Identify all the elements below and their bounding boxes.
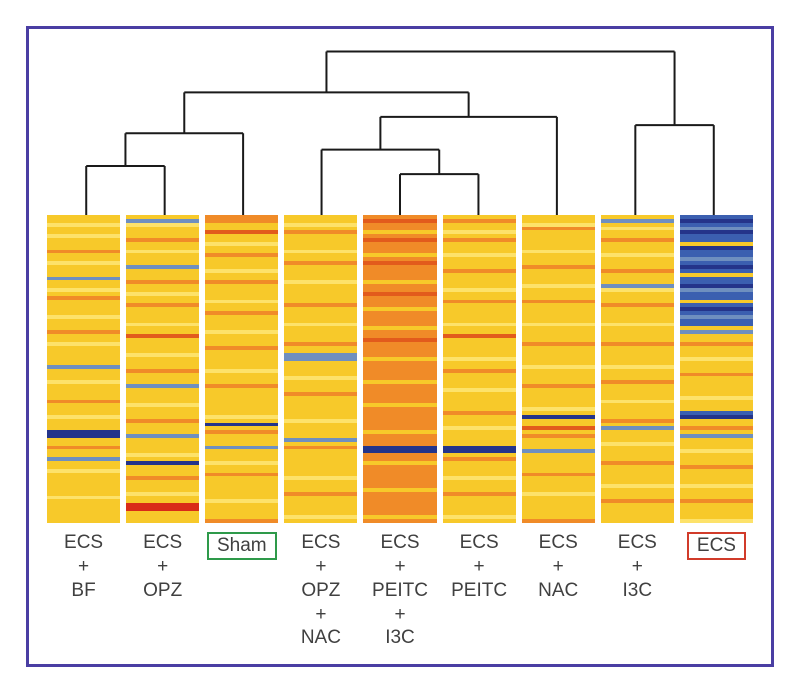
label-text: ECS	[301, 532, 340, 554]
label-text: +	[157, 556, 168, 578]
figure-panel: ECS+BFECS+OPZShamECS+OPZ+NACECS+PEITC+I3…	[26, 26, 774, 667]
heatmap-stripes	[284, 215, 357, 522]
label-text: Sham	[207, 532, 277, 560]
column-label-ecs_opz_nac: ECS+OPZ+NAC	[284, 532, 357, 652]
heatmap-row	[47, 215, 753, 522]
label-text: +	[78, 556, 89, 578]
label-text: +	[394, 556, 405, 578]
column-label-ecs_peitc_i3c: ECS+PEITC+I3C	[363, 532, 436, 652]
column-label-ecs_i3c: ECS+I3C	[601, 532, 674, 652]
label-text: +	[474, 556, 485, 578]
column-label-ecs_bf: ECS+BF	[47, 532, 120, 652]
heatmap-column-ecs_opz_nac	[284, 215, 357, 522]
label-text: I3C	[623, 580, 653, 602]
label-text: +	[394, 604, 405, 626]
label-text: +	[315, 556, 326, 578]
heatmap-column-ecs_peitc	[443, 215, 516, 522]
label-text: +	[553, 556, 564, 578]
heatmap-column-ecs_nac	[522, 215, 595, 522]
column-label-ecs_nac: ECS+NAC	[522, 532, 595, 652]
heatmap-column-ecs	[680, 215, 753, 522]
heatmap-stripes	[443, 215, 516, 522]
label-text: NAC	[301, 627, 341, 649]
column-label-sham: Sham	[205, 532, 278, 652]
label-text: BF	[71, 580, 95, 602]
heatmap-stripes	[680, 215, 753, 522]
label-text: OPZ	[143, 580, 182, 602]
labels-row: ECS+BFECS+OPZShamECS+OPZ+NACECS+PEITC+I3…	[47, 532, 753, 652]
label-text: ECS	[618, 532, 657, 554]
label-text: ECS	[460, 532, 499, 554]
label-text: OPZ	[301, 580, 340, 602]
label-text: PEITC	[372, 580, 428, 602]
heatmap-stripes	[522, 215, 595, 522]
label-text: ECS	[380, 532, 419, 554]
label-text: ECS	[687, 532, 746, 560]
heatmap-column-sham	[205, 215, 278, 522]
heatmap-column-ecs_opz	[126, 215, 199, 522]
heatmap-stripes	[363, 215, 436, 522]
label-text: ECS	[64, 532, 103, 554]
heatmap-stripes	[601, 215, 674, 522]
label-text: ECS	[539, 532, 578, 554]
heatmap-column-ecs_peitc_i3c	[363, 215, 436, 522]
dendrogram-lines	[86, 52, 714, 215]
label-text: I3C	[385, 627, 415, 649]
label-text: ECS	[143, 532, 182, 554]
heatmap-column-ecs_bf	[47, 215, 120, 522]
column-label-ecs_opz: ECS+OPZ	[126, 532, 199, 652]
label-text: +	[315, 604, 326, 626]
column-label-ecs_peitc: ECS+PEITC	[443, 532, 516, 652]
heatmap-stripes	[205, 215, 278, 522]
heatmap-stripes	[126, 215, 199, 522]
label-text: NAC	[538, 580, 578, 602]
heatmap-stripes	[47, 215, 120, 522]
label-text: PEITC	[451, 580, 507, 602]
label-text: +	[632, 556, 643, 578]
dendrogram	[47, 45, 753, 215]
heatmap-column-ecs_i3c	[601, 215, 674, 522]
column-label-ecs: ECS	[680, 532, 753, 652]
